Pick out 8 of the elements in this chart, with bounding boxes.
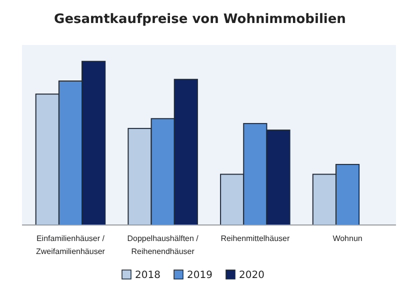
legend-label: 2020 — [239, 270, 264, 281]
legend-label: 2018 — [135, 270, 160, 281]
x-tick-label: Wohnun — [332, 234, 362, 243]
legend-label: 2019 — [187, 270, 212, 281]
x-tick-label: Reihenmittelhäuser — [220, 234, 290, 243]
x-tick-label: Doppelhaushälften / Reihenendhäuser — [127, 234, 200, 256]
x-tick-label: Einfamilienhäuser / Zweifamilienhäuser — [36, 234, 106, 256]
chart-title: Gesamtkaufpreise von Wohnimmobilien — [54, 12, 346, 27]
